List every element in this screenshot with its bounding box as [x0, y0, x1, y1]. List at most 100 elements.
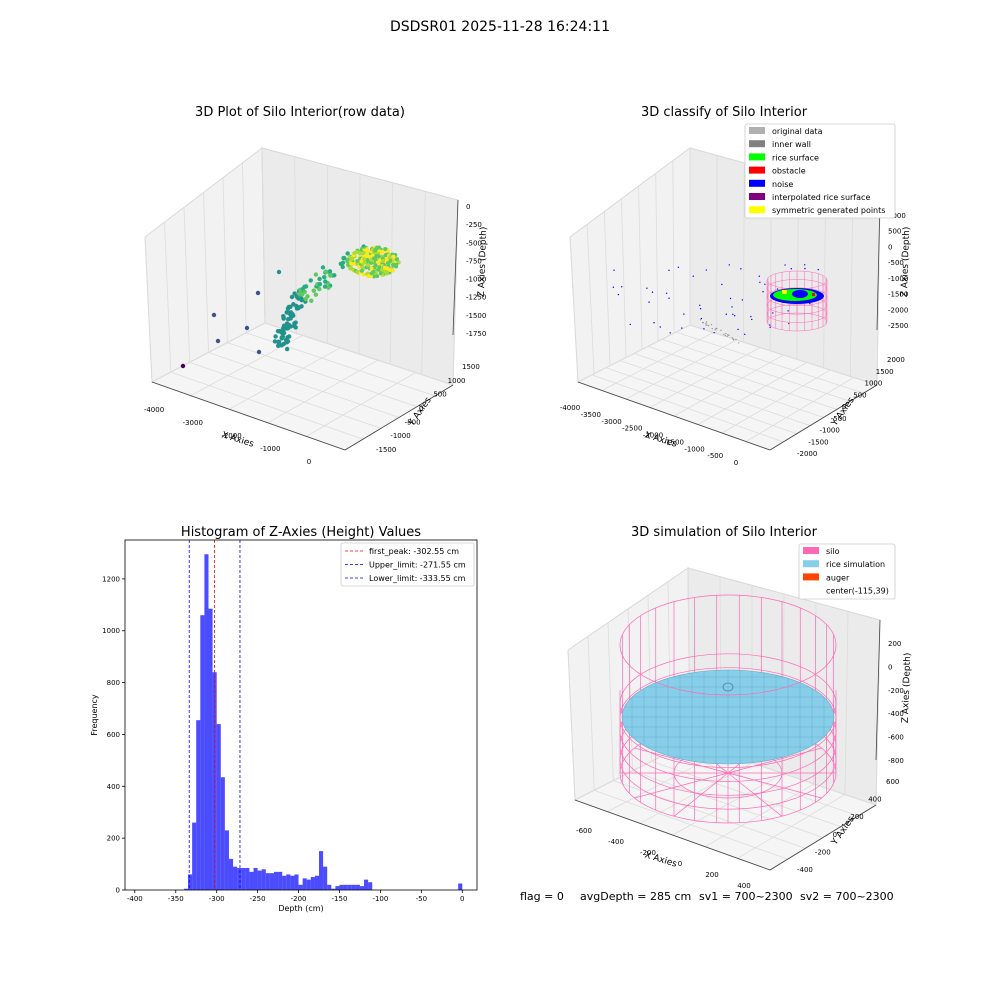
classify-y-tick-label: 1000	[865, 380, 883, 388]
histogram-bar	[314, 875, 320, 890]
classify-legend-label: original data	[772, 127, 823, 136]
raw-data-point	[291, 313, 296, 318]
histogram-x-label: Depth (cm)	[278, 904, 323, 913]
raw-data-point	[381, 258, 386, 263]
classify-legend-box	[744, 123, 896, 219]
histogram-legend: first_peak: -302.55 cm Upper_limit: -271.…	[340, 542, 475, 587]
classify-noise-point	[729, 297, 732, 300]
classify-noise-point	[613, 269, 615, 271]
raw-data-point	[215, 338, 221, 344]
histogram-bar	[351, 884, 356, 890]
raw-data-point	[372, 274, 377, 279]
classify-noise-point	[790, 268, 792, 270]
histogram-legend-label: Upper_limit: -271.55 cm	[369, 561, 466, 570]
raw-z-tick-label: -1000	[466, 276, 486, 284]
simulation-legend-box	[798, 543, 896, 600]
classify-legend-swatch	[749, 140, 765, 148]
classify-x-tick-label: -1000	[684, 445, 704, 453]
raw-data-point	[369, 266, 374, 271]
raw-data-point	[378, 271, 383, 276]
raw-data-point	[362, 260, 367, 265]
simulation-legend-swatch	[803, 560, 819, 568]
classify-noise-center	[792, 290, 808, 298]
raw-y-tick-label: 1500	[462, 363, 480, 371]
raw-data-point	[361, 250, 366, 255]
histogram-x-tick-label: -100	[372, 895, 388, 903]
histogram-frame	[124, 539, 478, 891]
classify-noise-point	[741, 299, 744, 301]
grid-line	[849, 192, 854, 377]
classify-z-tick-label: -500	[888, 259, 904, 267]
histogram-bar	[368, 882, 373, 890]
classify-noise-point	[721, 283, 723, 286]
grid-line	[208, 352, 400, 418]
raw-data-point	[382, 265, 387, 270]
histogram-bar	[269, 873, 274, 890]
raw-data-point	[313, 272, 319, 277]
simulation-auger-mark	[722, 682, 734, 692]
histogram-bar	[249, 871, 254, 890]
simulation-x-tick-label: -400	[608, 838, 624, 846]
grid-line	[144, 236, 153, 383]
classify-x-tick-label: -1500	[664, 438, 684, 446]
raw-data-point	[320, 265, 326, 270]
raw-data-point	[388, 255, 393, 260]
raw-data-point	[284, 321, 290, 326]
histogram-y-tick-label: 1200	[102, 575, 120, 583]
classify-z-tick-label: 1000	[888, 212, 906, 220]
simulation-top-ring	[619, 594, 837, 696]
classify-legend-label: inner wall	[772, 140, 811, 149]
simulation-y-tick-label: -200	[815, 848, 831, 856]
histogram-legend-label: first_peak: -302.55 cm	[369, 547, 459, 556]
raw-data-point	[380, 249, 385, 254]
simulation-z-axis	[875, 619, 881, 761]
histogram-bar	[192, 822, 197, 890]
simulation-legend-swatch	[803, 547, 819, 554]
histogram-y-tick-label: 400	[107, 783, 120, 791]
classify-noise-point	[740, 268, 742, 270]
classify-noise-point	[725, 313, 727, 315]
classify-noise-point	[737, 328, 739, 331]
classify-noise-point	[732, 313, 734, 316]
raw-y-tick-label: 500	[433, 391, 446, 399]
histogram-bar	[241, 867, 246, 890]
raw-z-axis	[452, 199, 459, 336]
simulation-legend-label: center(-115,39)	[826, 587, 889, 596]
classify-legend-label: interpolated rice surface	[772, 193, 870, 202]
classify-wall-point	[735, 338, 737, 340]
simulation-legend-label: auger	[826, 573, 850, 582]
raw-data-point	[322, 274, 327, 280]
raw-data-point	[362, 257, 367, 262]
classify-noise-point	[629, 323, 631, 326]
classify-noise-point	[809, 302, 811, 305]
raw-data-point	[309, 298, 314, 303]
classify-x-tick-label: 0	[734, 459, 738, 467]
raw-data-point	[345, 251, 350, 256]
raw-data-point	[311, 288, 317, 293]
classify-z-axis	[876, 199, 881, 331]
grid-line	[421, 191, 426, 375]
raw-data-point	[375, 274, 380, 279]
raw-data-point	[386, 261, 391, 266]
raw-data-point	[394, 257, 399, 262]
footer-sv1: sv1 = 700~2300	[699, 890, 793, 903]
histogram-bar	[204, 554, 209, 890]
raw-x-tick-label: 0	[307, 458, 311, 466]
simulation-y-tick-label: 600	[886, 778, 899, 786]
raw-data-point	[357, 264, 362, 269]
grid-line	[647, 345, 838, 410]
classify-noise-point	[751, 318, 753, 321]
footer-sv2: sv2 = 700~2300	[800, 890, 894, 903]
raw-data-point	[286, 304, 292, 310]
raw-data-point	[281, 325, 286, 330]
raw-data-point	[326, 285, 331, 290]
raw-plot-title: 3D Plot of Silo Interior(row data)	[195, 105, 405, 120]
grid-line	[594, 789, 788, 860]
raw-data-point	[386, 248, 391, 253]
histogram-x-tick-label: -250	[250, 895, 266, 903]
grid-line	[613, 780, 806, 849]
raw-data-point	[373, 247, 378, 252]
classify-y-tick-label: -500	[831, 415, 847, 423]
classify-wall-point	[726, 335, 728, 337]
